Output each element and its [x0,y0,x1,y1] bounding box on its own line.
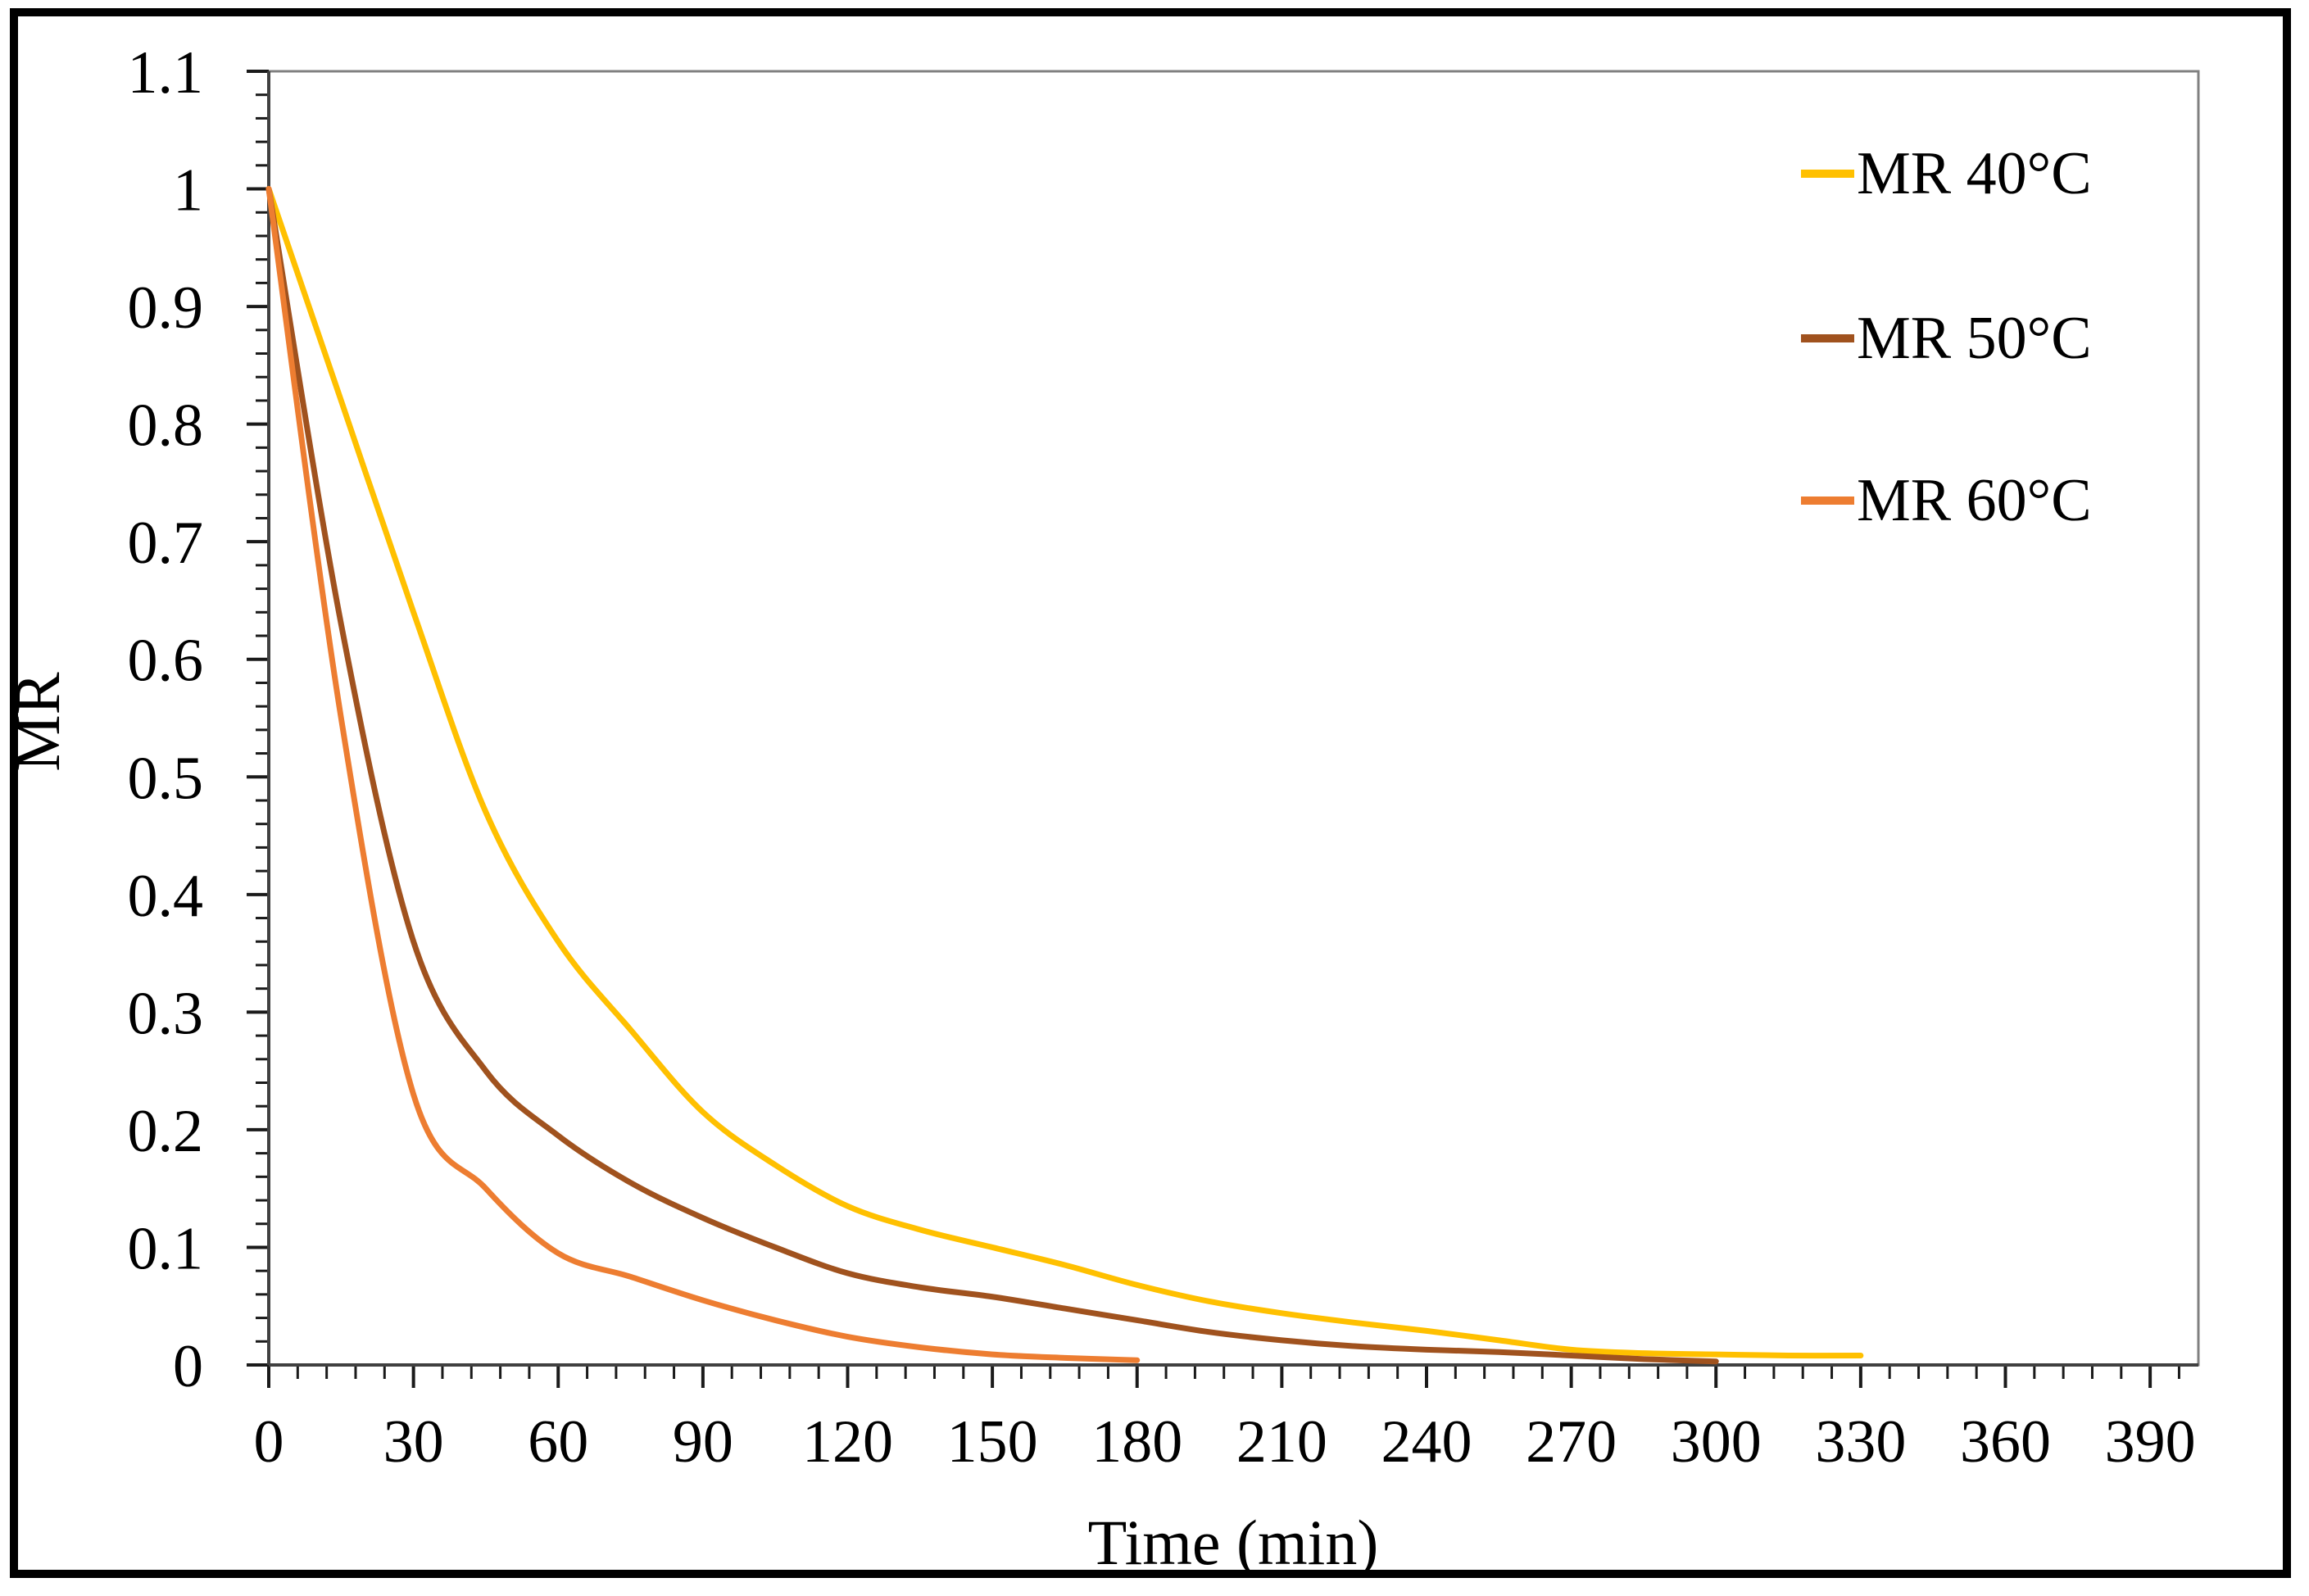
series-line-mr-50-c [265,186,1719,1365]
legend-label-mr-50c: MR 50°C [1857,305,2092,372]
x-tick-label: 360 [1960,1408,2051,1476]
legend-swatch-mr-50c [1801,334,1854,342]
legend-swatch-mr-60c [1801,496,1854,505]
y-tick-label: 0.8 [128,392,204,460]
x-tick-label: 0 [254,1408,284,1476]
x-tick-label: 390 [2105,1408,2196,1476]
legend-item-mr-60c: MR 60°C [1801,464,2092,537]
series-lines [265,186,1864,1365]
plot-area [267,70,2200,1367]
x-tick-label: 60 [528,1408,588,1476]
legend-label-mr-60c: MR 60°C [1857,467,2092,534]
legend-item-mr-40c: MR 40°C [1801,137,2092,211]
series-line-mr-40-c [265,186,1864,1359]
series-line-mr-60-c [265,186,1141,1363]
y-tick-label: 0.5 [128,745,204,812]
x-tick-label: 300 [1671,1408,1762,1476]
y-tick-label: 0.3 [128,980,204,1047]
legend-item-mr-50c: MR 50°C [1801,302,2092,375]
y-tick-label: 0.6 [128,628,204,695]
x-tick-label: 120 [802,1408,893,1476]
x-tick-label: 210 [1236,1408,1327,1476]
x-tick-label: 240 [1381,1408,1472,1476]
x-tick-label: 180 [1091,1408,1182,1476]
legend-label-mr-40c: MR 40°C [1857,140,2092,207]
y-axis-title: MR [2,672,73,772]
y-tick-label: 0.9 [128,274,204,342]
x-tick-label: 30 [383,1408,444,1476]
y-tick-label: 0.4 [128,863,204,930]
x-tick-label: 90 [673,1408,733,1476]
y-tick-label: 1 [173,157,203,224]
y-tick-label: 0.7 [128,510,204,577]
y-tick-label: 0 [173,1333,203,1400]
y-tick-label: 0.2 [128,1098,204,1165]
legend-swatch-mr-40c [1801,170,1854,178]
y-tick-label: 1.1 [128,39,204,107]
axis-tick-labels: 0 30 60 90 120 150 180 210 240 270 300 330 360 390 0 0.… [128,39,2196,1476]
y-tick-label: 0.1 [128,1215,204,1282]
axis-ticks [247,70,2180,1388]
x-tick-label: 270 [1526,1408,1617,1476]
x-tick-label: 330 [1815,1408,1906,1476]
figure-border [10,8,2291,1578]
x-axis-title: Time (min) [1087,1507,1379,1578]
x-tick-label: 150 [947,1408,1038,1476]
